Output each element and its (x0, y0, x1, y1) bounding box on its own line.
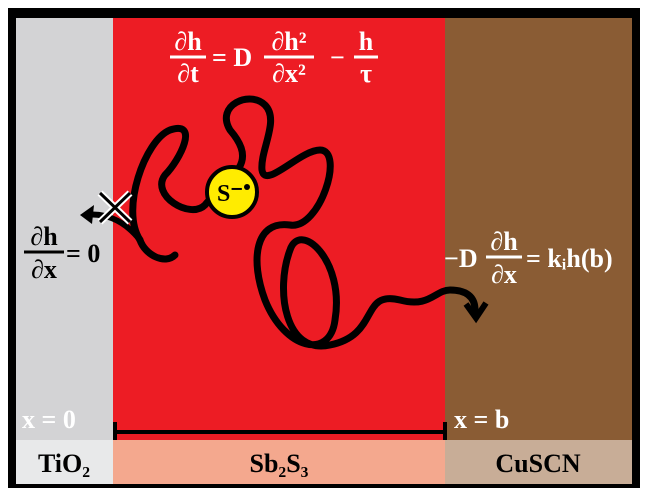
fraction-num: ∂h (30, 222, 58, 251)
layer-label: CuSCN (495, 449, 580, 478)
fraction-num: h (359, 27, 374, 56)
diagram: TiO₂ Sb₂S₃ CuSCN x = 0 x = b S⁻ ∂h ∂t = … (0, 0, 648, 493)
fraction-den: τ (360, 59, 372, 88)
layer-label: TiO₂ (38, 449, 90, 478)
fraction-den: ∂x (491, 260, 517, 289)
fraction-den: ∂t (177, 59, 199, 88)
fraction-den: ∂x (31, 255, 57, 284)
fraction-den: ∂x² (272, 59, 306, 88)
operator: = kᵢh(b) (526, 244, 613, 273)
cuscn-layer (445, 18, 632, 440)
fraction-num: ∂h² (271, 27, 306, 56)
fraction-num: ∂h (174, 27, 202, 56)
layer-label: Sb₂S₃ (250, 449, 309, 478)
ion-dot (244, 184, 250, 190)
operator: −D (444, 244, 478, 273)
operator: − (330, 43, 345, 72)
page: {"layers": [{"label": "TiO₂"}, {"label":… (0, 0, 648, 493)
operator: = D (212, 43, 252, 72)
operator: = 0 (66, 239, 100, 268)
position-label: x = b (454, 405, 509, 434)
position-label: x = 0 (22, 405, 76, 434)
ion-label: S⁻ (217, 181, 243, 207)
fraction-num: ∂h (490, 227, 518, 256)
